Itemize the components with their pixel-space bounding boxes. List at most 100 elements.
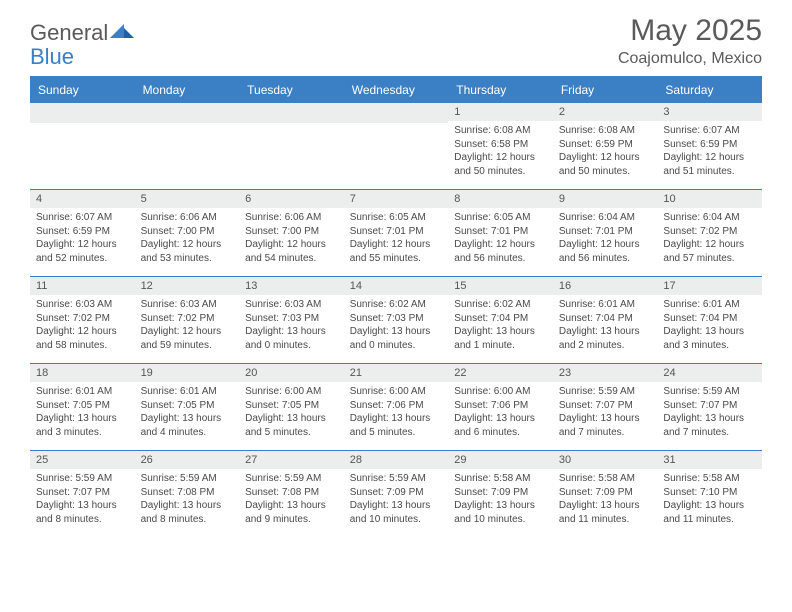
cell-body: Sunrise: 6:01 AMSunset: 7:05 PMDaylight:… (30, 382, 135, 441)
sunrise-line: Sunrise: 6:01 AM (36, 385, 129, 399)
calendar-cell: 28Sunrise: 5:59 AMSunset: 7:09 PMDayligh… (344, 451, 449, 537)
date-number: 10 (657, 190, 762, 208)
sunset-line: Sunset: 7:07 PM (559, 399, 652, 413)
sunset-line: Sunset: 7:05 PM (141, 399, 234, 413)
week-row: 11Sunrise: 6:03 AMSunset: 7:02 PMDayligh… (30, 276, 762, 363)
daylight-line: Daylight: 12 hours and 54 minutes. (245, 238, 338, 265)
logo-text-general: General (30, 20, 108, 46)
sunset-line: Sunset: 7:07 PM (36, 486, 129, 500)
sunrise-line: Sunrise: 5:58 AM (559, 472, 652, 486)
daylight-line: Daylight: 12 hours and 58 minutes. (36, 325, 129, 352)
daylight-line: Daylight: 13 hours and 11 minutes. (663, 499, 756, 526)
daylight-line: Daylight: 13 hours and 1 minute. (454, 325, 547, 352)
calendar-cell: 16Sunrise: 6:01 AMSunset: 7:04 PMDayligh… (553, 277, 658, 363)
sunset-line: Sunset: 6:59 PM (36, 225, 129, 239)
cell-body: Sunrise: 6:07 AMSunset: 6:59 PMDaylight:… (30, 208, 135, 267)
daylight-line: Daylight: 13 hours and 8 minutes. (36, 499, 129, 526)
sunset-line: Sunset: 7:05 PM (36, 399, 129, 413)
date-number: 28 (344, 451, 449, 469)
daylight-line: Daylight: 12 hours and 57 minutes. (663, 238, 756, 265)
date-number: 21 (344, 364, 449, 382)
calendar-cell: 5Sunrise: 6:06 AMSunset: 7:00 PMDaylight… (135, 190, 240, 276)
calendar-cell: 10Sunrise: 6:04 AMSunset: 7:02 PMDayligh… (657, 190, 762, 276)
cell-body: Sunrise: 6:07 AMSunset: 6:59 PMDaylight:… (657, 121, 762, 180)
calendar-cell: 23Sunrise: 5:59 AMSunset: 7:07 PMDayligh… (553, 364, 658, 450)
cell-body: Sunrise: 6:06 AMSunset: 7:00 PMDaylight:… (239, 208, 344, 267)
calendar-cell: 22Sunrise: 6:00 AMSunset: 7:06 PMDayligh… (448, 364, 553, 450)
calendar-cell: 18Sunrise: 6:01 AMSunset: 7:05 PMDayligh… (30, 364, 135, 450)
daylight-line: Daylight: 12 hours and 50 minutes. (559, 151, 652, 178)
calendar-cell: 17 Sunrise: 6:01 AMSunset: 7:04 PMDayligh… (657, 277, 762, 363)
daylight-line: Daylight: 12 hours and 55 minutes. (350, 238, 443, 265)
date-number: 14 (344, 277, 449, 295)
date-number: 19 (135, 364, 240, 382)
cell-body: Sunrise: 6:03 AMSunset: 7:03 PMDaylight:… (239, 295, 344, 354)
daylight-line: Daylight: 12 hours and 56 minutes. (454, 238, 547, 265)
sunset-line: Sunset: 6:59 PM (663, 138, 756, 152)
daylight-line: Daylight: 12 hours and 52 minutes. (36, 238, 129, 265)
month-title: May 2025 (618, 14, 762, 48)
sunset-line: Sunset: 7:04 PM (663, 312, 756, 326)
day-header-wed: Wednesday (344, 78, 449, 102)
cell-body: Sunrise: 6:05 AMSunset: 7:01 PMDaylight:… (448, 208, 553, 267)
date-number: 4 (30, 190, 135, 208)
date-number: 9 (553, 190, 658, 208)
daylight-line: Daylight: 13 hours and 3 minutes. (663, 325, 756, 352)
week-row: 18Sunrise: 6:01 AMSunset: 7:05 PMDayligh… (30, 363, 762, 450)
calendar-cell: 3Sunrise: 6:07 AMSunset: 6:59 PMDaylight… (657, 103, 762, 189)
sunrise-line: Sunrise: 5:58 AM (454, 472, 547, 486)
daylight-line: Daylight: 13 hours and 10 minutes. (454, 499, 547, 526)
sunrise-line: Sunrise: 5:58 AM (663, 472, 756, 486)
daylight-line: Daylight: 13 hours and 2 minutes. (559, 325, 652, 352)
cell-body: Sunrise: 5:59 AMSunset: 7:08 PMDaylight:… (239, 469, 344, 528)
sunrise-line: Sunrise: 6:04 AM (559, 211, 652, 225)
week-row: 1 Sunrise: 6:08 AMSunset: 6:58 PM Daylight… (30, 102, 762, 189)
sunrise-line: Sunrise: 5:59 AM (36, 472, 129, 486)
sunset-line: Sunset: 7:02 PM (663, 225, 756, 239)
cell-body: Sunrise: 5:59 AMSunset: 7:09 PMDaylight:… (344, 469, 449, 528)
day-header-sun: Sunday (30, 78, 135, 102)
date-number (30, 103, 135, 123)
daylight-line: Daylight: 13 hours and 5 minutes. (245, 412, 338, 439)
sunrise-line: Sunrise: 6:01 AM (663, 298, 756, 312)
date-number: 20 (239, 364, 344, 382)
cell-body: Sunrise: 5:59 AMSunset: 7:08 PMDaylight:… (135, 469, 240, 528)
cell-body: Sunrise: 5:59 AMSunset: 7:07 PMDaylight:… (657, 382, 762, 441)
sunrise-line: Sunrise: 6:03 AM (141, 298, 234, 312)
sunrise-line: Sunrise: 6:02 AM (454, 298, 547, 312)
sunrise-line: Sunrise: 6:08 AM (454, 124, 547, 138)
sunset-line: Sunset: 7:05 PM (245, 399, 338, 413)
sunrise-line: Sunrise: 6:01 AM (559, 298, 652, 312)
calendar-cell: 4Sunrise: 6:07 AMSunset: 6:59 PMDaylight… (30, 190, 135, 276)
date-number: 12 (135, 277, 240, 295)
day-header-thu: Thursday (448, 78, 553, 102)
week-row: 25Sunrise: 5:59 AMSunset: 7:07 PMDayligh… (30, 450, 762, 537)
sunset-line: Sunset: 7:02 PM (141, 312, 234, 326)
daylight-line: Daylight: 13 hours and 4 minutes. (141, 412, 234, 439)
sunset-line: Sunset: 7:01 PM (454, 225, 547, 239)
sunrise-line: Sunrise: 6:05 AM (454, 211, 547, 225)
calendar-cell: 8Sunrise: 6:05 AMSunset: 7:01 PMDaylight… (448, 190, 553, 276)
sunset-line: Sunset: 7:03 PM (245, 312, 338, 326)
calendar-cell (239, 103, 344, 189)
calendar-cell: 15Sunrise: 6:02 AMSunset: 7:04 PMDayligh… (448, 277, 553, 363)
calendar-cell: 24Sunrise: 5:59 AMSunset: 7:07 PMDayligh… (657, 364, 762, 450)
sunrise-line: Sunrise: 6:02 AM (350, 298, 443, 312)
calendar-cell: 26Sunrise: 5:59 AMSunset: 7:08 PMDayligh… (135, 451, 240, 537)
sunrise-line: Sunrise: 6:03 AM (36, 298, 129, 312)
sunset-line: Sunset: 7:09 PM (350, 486, 443, 500)
calendar-cell: 19Sunrise: 6:01 AMSunset: 7:05 PMDayligh… (135, 364, 240, 450)
sunrise-line: Sunrise: 5:59 AM (663, 385, 756, 399)
date-number: 1 (448, 103, 553, 121)
cell-body: Sunrise: 6:02 AMSunset: 7:04 PMDaylight:… (448, 295, 553, 354)
cell-body: Sunrise: 6:00 AMSunset: 7:05 PMDaylight:… (239, 382, 344, 441)
sunset-line: Sunset: 7:01 PM (559, 225, 652, 239)
date-number (344, 103, 449, 123)
sunrise-line: Sunrise: 5:59 AM (559, 385, 652, 399)
calendar-cell: 14Sunrise: 6:02 AMSunset: 7:03 PMDayligh… (344, 277, 449, 363)
date-number: 17 (657, 277, 762, 295)
date-number: 5 (135, 190, 240, 208)
daylight-line: Daylight: 13 hours and 7 minutes. (663, 412, 756, 439)
sunset-line: Sunset: 6:58 PM (454, 138, 547, 152)
cell-body: Sunrise: 6:04 AMSunset: 7:02 PMDaylight:… (657, 208, 762, 267)
